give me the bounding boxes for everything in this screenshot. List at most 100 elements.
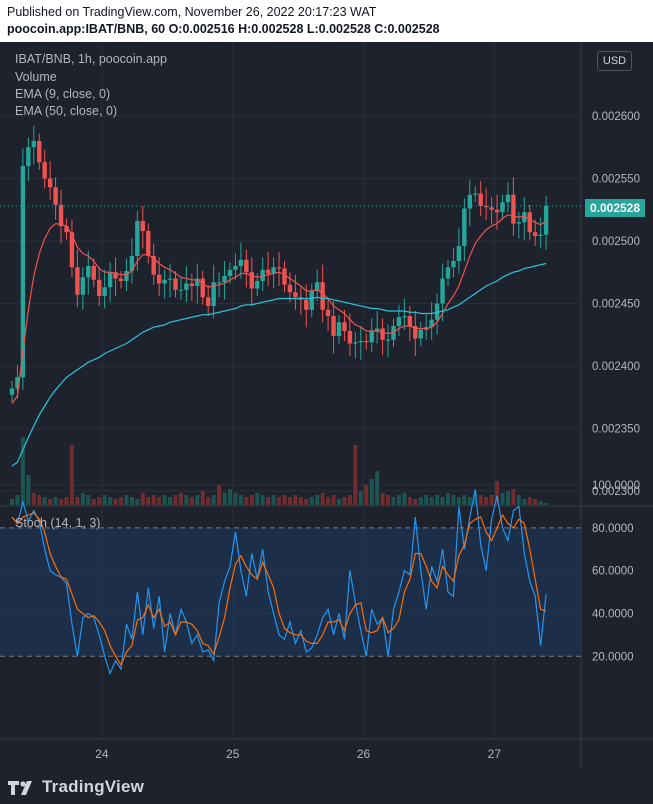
price-chart[interactable]: 0.002600 0.002550 0.002500 0.002450 0.002400…: [0, 42, 653, 769]
candle-body: [227, 269, 233, 276]
candle-body: [456, 246, 462, 261]
volume-bar: [304, 499, 309, 505]
volume-bar: [326, 497, 331, 505]
volume-bar: [298, 497, 303, 505]
volume-bar: [119, 497, 123, 505]
volume-bar: [184, 495, 189, 505]
chart-area[interactable]: 0.002600 0.002550 0.002500 0.002450 0.002400…: [0, 42, 653, 769]
candle-body: [342, 322, 347, 331]
volume-bar: [173, 495, 178, 505]
volume-bar: [505, 491, 510, 505]
price-tick-label: 0.002600: [592, 111, 640, 123]
candle-body: [167, 278, 173, 280]
volume-bar: [222, 493, 227, 505]
grid-lines: [0, 42, 653, 769]
candle-body: [413, 326, 418, 339]
candle-body: [369, 331, 374, 343]
volume-bar: [31, 493, 36, 505]
volume-bar: [391, 497, 396, 505]
publish-header: Published on TradingView.com, November 2…: [0, 0, 653, 42]
volume-bar: [266, 497, 271, 505]
candle-body: [140, 221, 145, 231]
volume-bar: [375, 471, 380, 505]
volume-bar: [80, 493, 85, 505]
volume-bar: [129, 497, 134, 505]
volume-bar: [315, 495, 320, 505]
candle-body: [80, 277, 86, 295]
volume-bar: [64, 497, 69, 505]
candle-body: [211, 282, 216, 306]
candle-body: [75, 267, 80, 295]
candle-body: [20, 166, 26, 378]
candle-body: [9, 388, 15, 395]
candle-body: [135, 221, 140, 256]
last-price-tag: 0.002528: [585, 199, 645, 217]
stoch-tick-label: 20.0000: [592, 651, 634, 663]
ema50-line: [11, 262, 547, 467]
candle-body: [265, 269, 271, 274]
candle-body: [129, 256, 135, 271]
candle-body: [331, 316, 336, 336]
candle-body: [385, 339, 391, 341]
candle-body: [287, 284, 293, 293]
candle-body: [336, 322, 342, 336]
candle-body: [124, 271, 129, 281]
candle-body: [402, 316, 407, 318]
candle-body: [429, 319, 434, 328]
candle-body: [494, 209, 500, 213]
volume-bar: [282, 495, 287, 505]
volume-bar: [277, 497, 282, 505]
candle-body: [478, 193, 483, 206]
candle-body: [238, 259, 244, 266]
volume-bars: [10, 437, 549, 505]
volume-bar: [337, 499, 341, 505]
tradingview-logo[interactable]: TradingView: [8, 777, 144, 797]
volume-bar: [407, 497, 412, 505]
stoch-tick-label: 80.0000: [592, 523, 634, 535]
volume-bar: [347, 495, 352, 505]
candle-body: [260, 269, 265, 281]
candle-body: [473, 193, 478, 195]
volume-bar: [108, 497, 113, 505]
volume-bar: [151, 495, 156, 505]
time-tick-label: 25: [226, 747, 240, 761]
volume-bar: [424, 495, 429, 505]
ema9-line: [11, 214, 547, 404]
volume-bar: [331, 495, 336, 505]
ohlc-summary: poocoin.app:IBAT/BNB, 60 O:0.002516 H:0.…: [7, 22, 440, 36]
volume-bar: [168, 497, 173, 505]
volume-bar: [75, 497, 80, 505]
volume-bar: [135, 499, 140, 505]
candle-body: [118, 278, 124, 281]
volume-bar: [413, 499, 418, 505]
candle-body: [271, 267, 276, 274]
volume-bar: [544, 503, 549, 505]
candle-body: [184, 283, 189, 290]
volume-bar: [42, 497, 47, 505]
candle-body: [511, 194, 516, 224]
volume-bar: [53, 497, 58, 505]
volume-bar: [287, 497, 292, 505]
volume-bar: [489, 495, 494, 505]
currency-button[interactable]: USD: [597, 51, 632, 71]
candle-body: [113, 272, 118, 279]
volume-bar: [511, 489, 516, 505]
legend-volume: Volume: [15, 70, 57, 84]
volume-bar: [211, 495, 216, 505]
candle-body: [156, 274, 162, 284]
ema-lines: [11, 214, 547, 467]
legend-ema50: EMA (50, close, 0): [15, 104, 118, 118]
candle-body: [516, 222, 522, 224]
candle-body: [276, 267, 282, 269]
price-tick-label: 0.002400: [592, 361, 640, 373]
volume-bar: [473, 493, 478, 505]
candle-body: [42, 162, 47, 179]
volume-bar: [249, 495, 254, 505]
candlesticks: [9, 126, 549, 403]
volume-bar: [386, 495, 391, 505]
volume-bar: [15, 495, 20, 505]
price-tick-label: 0.002550: [592, 174, 640, 186]
volume-bar: [228, 489, 232, 505]
volume-bar: [533, 499, 538, 505]
volume-bar: [484, 497, 489, 505]
